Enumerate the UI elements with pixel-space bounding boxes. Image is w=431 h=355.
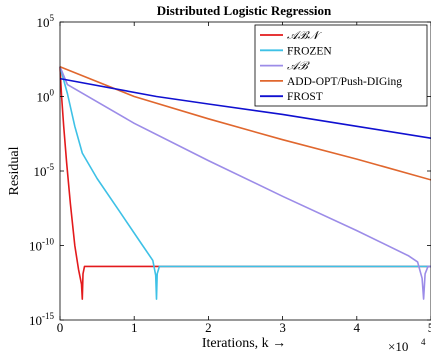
x-multiplier-text: ×10 (388, 339, 408, 354)
x-tick-label-3: 3 (279, 320, 286, 335)
x-tick-label-0: 0 (57, 320, 64, 335)
x-axis-multiplier: ×10 4 (388, 337, 426, 354)
legend-label-0: 𝒜ℬ𝒩 (287, 30, 323, 42)
x-multiplier-exponent: 4 (421, 337, 426, 347)
x-tick-label-4: 4 (354, 320, 361, 335)
legend-label-1: FROZEN (287, 45, 332, 57)
legend-label-2: 𝒜ℬ (287, 61, 310, 73)
legend-items: 𝒜ℬ𝒩 FROZEN 𝒜ℬ ADD-OPT/Push-DIGing FROST (260, 30, 402, 103)
x-tick-label-1: 1 (131, 320, 138, 335)
series-line-0 (59, 66, 431, 300)
x-tick-label-2: 2 (205, 320, 212, 335)
x-tick-label-5: 5 (428, 320, 431, 335)
legend-label-3: ADD-OPT/Push-DIGing (287, 76, 402, 88)
legend: 𝒜ℬ𝒩 FROZEN 𝒜ℬ ADD-OPT/Push-DIGing FROST (254, 24, 428, 107)
legend-label-4: FROST (287, 91, 323, 103)
x-tick-labels: 0 1 2 3 4 5 (57, 320, 431, 335)
x-axis-label: Iterations, k → (202, 336, 286, 351)
series-line-4 (59, 77, 431, 139)
series-layer (59, 65, 431, 300)
y-axis-label: Residual (7, 146, 22, 195)
series-line-3 (59, 65, 431, 181)
legend-box (254, 24, 428, 107)
chart-title: Distributed Logistic Regression (157, 3, 332, 18)
series-line-1 (59, 66, 431, 300)
series-line-2 (59, 66, 431, 300)
